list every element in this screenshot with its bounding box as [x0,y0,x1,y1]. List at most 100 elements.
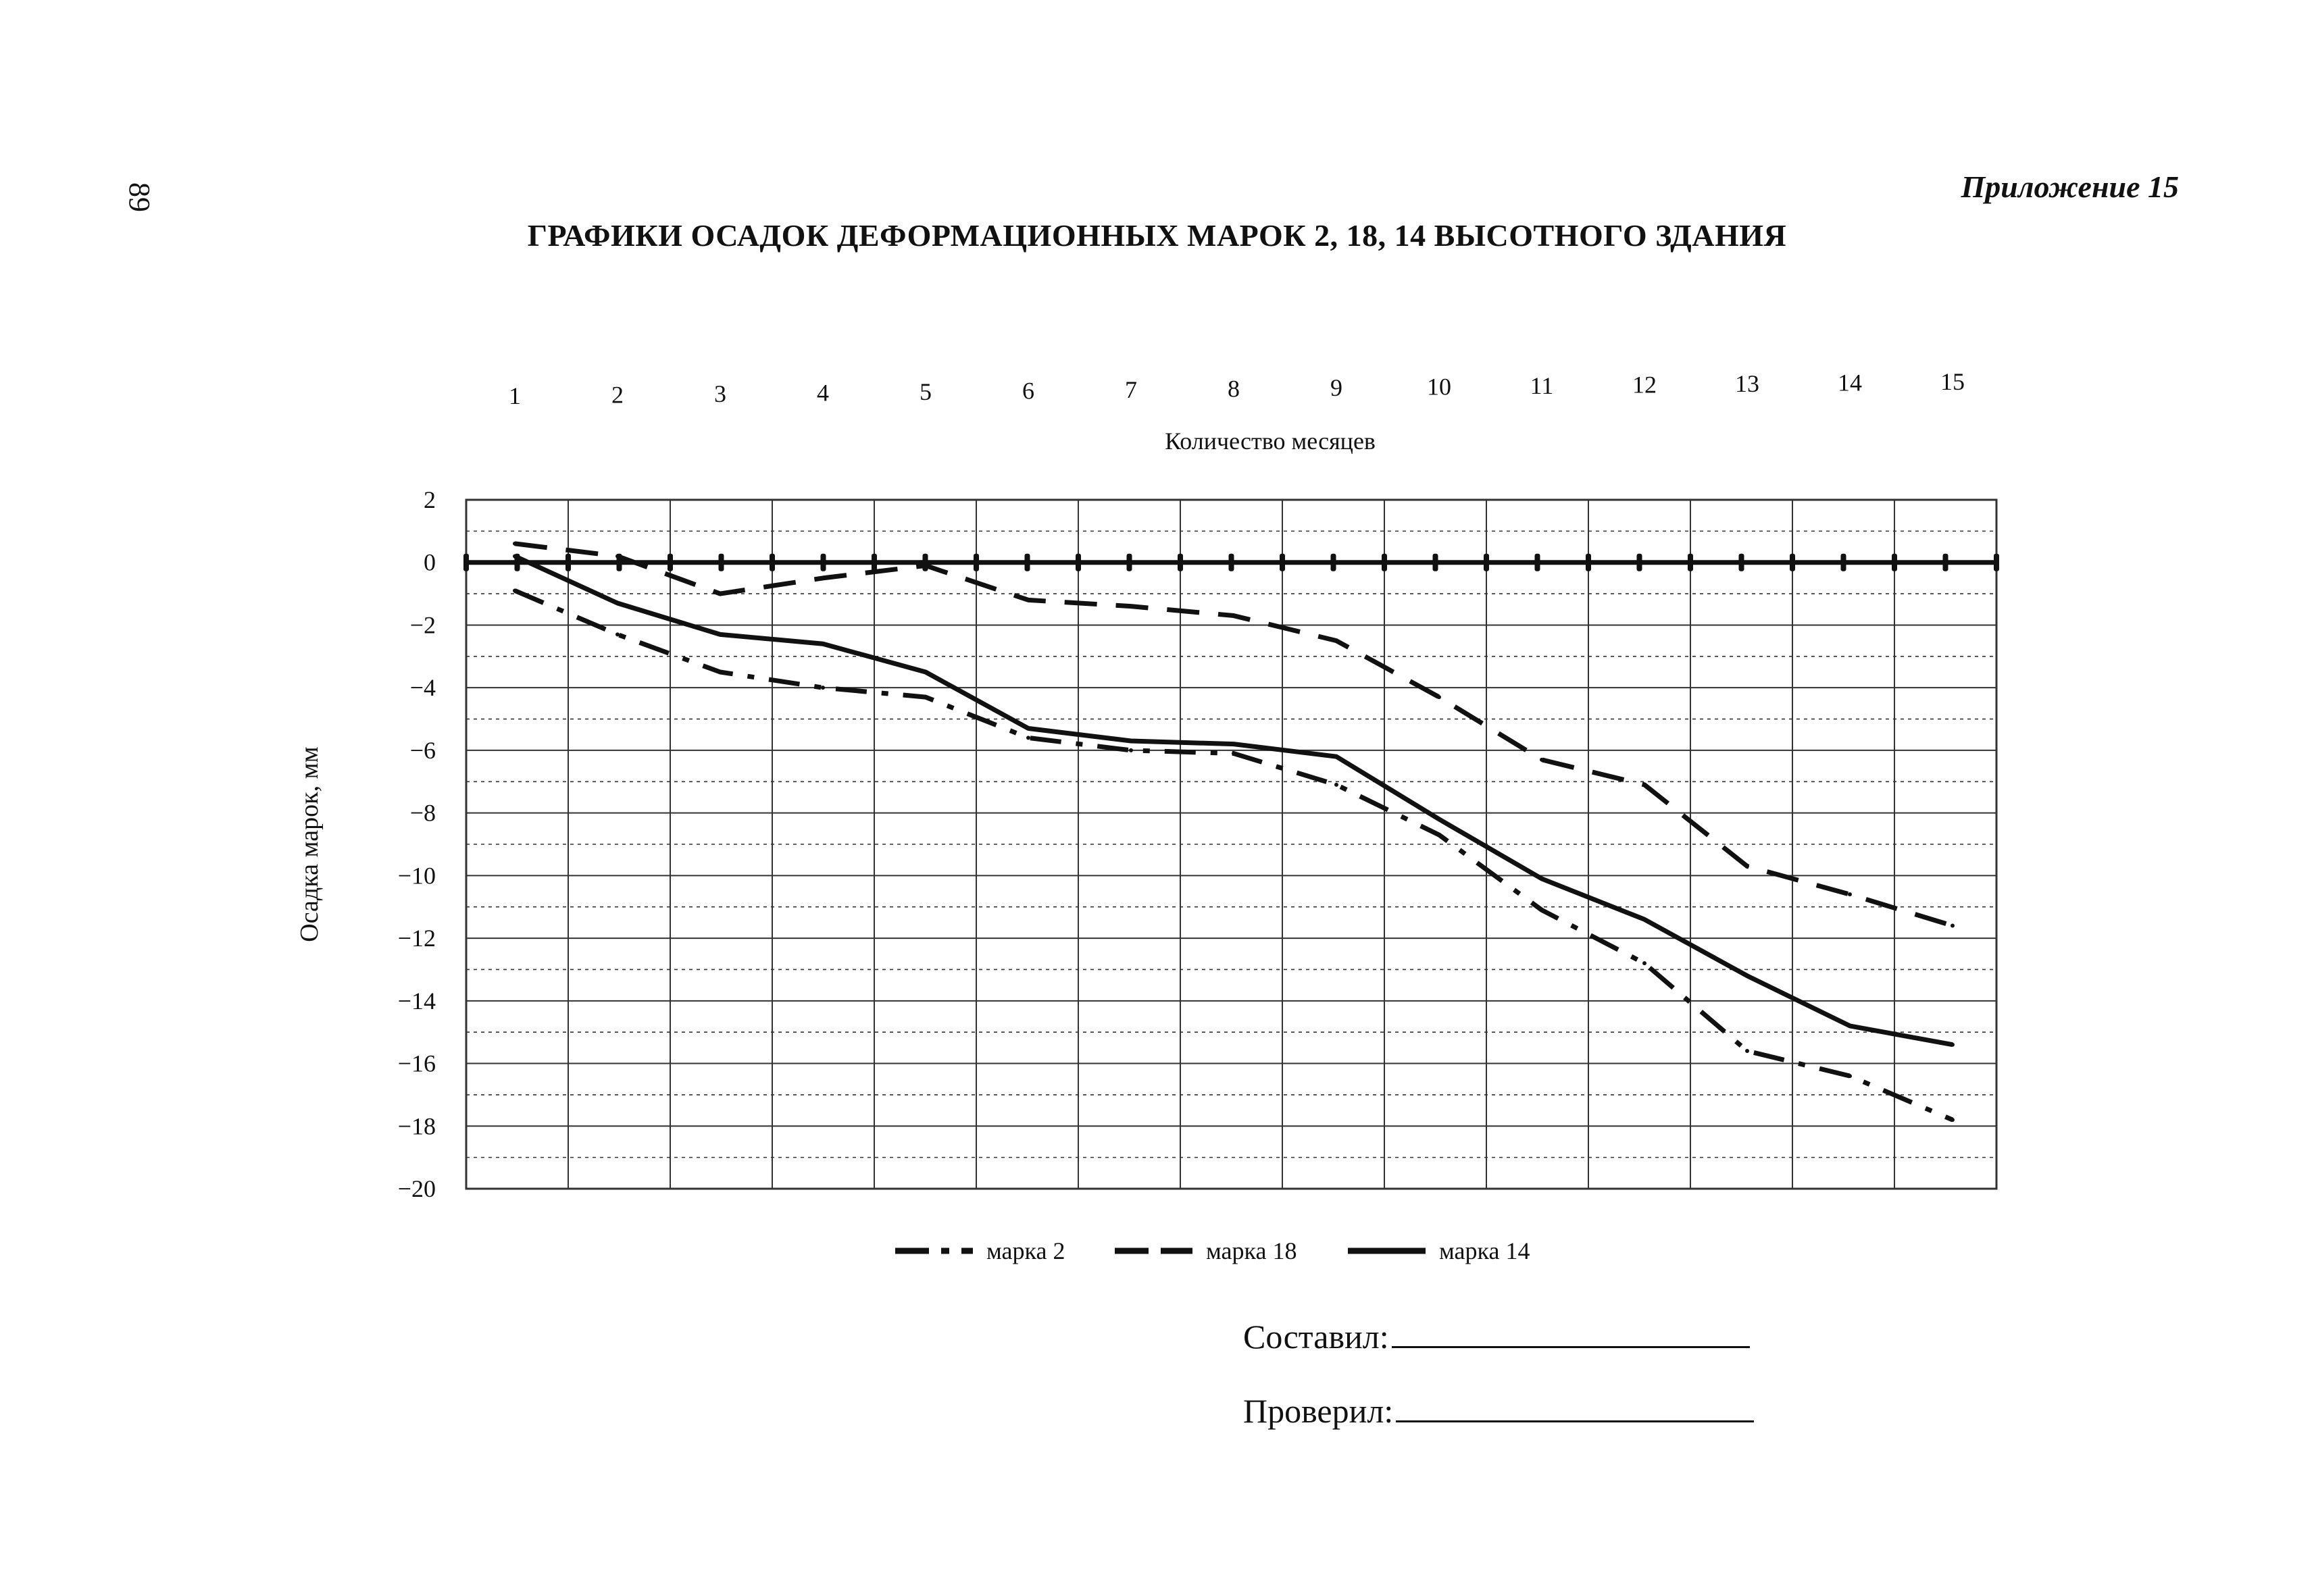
page-title: ГРАФИКИ ОСАДОК ДЕФОРМАЦИОННЫХ МАРОК 2, 1… [527,218,1787,253]
zero-line-marker [1228,553,1234,571]
data-point [924,563,928,568]
zero-line-marker [1484,553,1489,571]
x-tick-label: 3 [714,380,726,407]
data-point [1334,782,1338,787]
zero-line-marker [1330,553,1336,571]
data-point [1334,638,1338,643]
x-tick-label: 1 [509,382,521,409]
data-point [1232,613,1236,618]
x-tick-label: 12 [1632,371,1657,398]
zero-line-marker [1892,553,1897,571]
checked-signature-line[interactable] [1396,1393,1755,1422]
y-tick-label: −10 [398,862,436,889]
data-point [1642,917,1646,922]
y-tick-label: −6 [410,737,436,764]
data-point [615,632,620,637]
y-tick-label: −16 [398,1050,436,1077]
data-point [1951,923,1955,928]
chart-grid [465,498,1998,1190]
x-tick-label: 10 [1427,374,1451,401]
signature-compiled: Составил: [1243,1317,1750,1356]
zero-line-marker [922,553,928,571]
data-point [821,575,825,580]
zero-line-marker [1126,553,1132,571]
zero-line-marker [1840,553,1846,571]
x-axis-label: Количество месяцев [1165,428,1376,455]
data-point [513,588,517,593]
zero-line-marker [770,553,775,571]
compiled-signature-line[interactable] [1391,1319,1750,1348]
data-point [1129,604,1133,609]
data-point [1745,1049,1749,1053]
x-tick-label: 9 [1330,374,1342,401]
data-point [1848,1023,1852,1028]
y-tick-label: −18 [398,1112,436,1139]
data-point [513,554,517,559]
zero-line-marker [820,553,826,571]
x-tick-label: 14 [1838,369,1862,396]
x-tick-label: 2 [611,382,624,409]
data-point [1437,695,1441,700]
zero-line-marker [718,553,724,571]
data-point [718,632,722,637]
zero-line-marker [1534,553,1540,571]
data-point [1745,973,1749,978]
data-point [1540,757,1544,762]
data-point [924,670,928,674]
data-point [1951,1118,1955,1122]
data-point [718,670,722,674]
zero-line-marker [1024,553,1030,571]
x-tick-label: 8 [1228,376,1240,403]
checked-label: Проверил: [1243,1392,1394,1430]
y-tick-label: −4 [410,674,436,701]
data-point [1026,598,1030,602]
zero-line-marker [872,553,877,571]
data-point [513,541,517,546]
data-point [1951,1042,1955,1047]
zero-line-marker [1586,553,1591,571]
x-tick-label: 4 [817,380,829,407]
data-point [1232,751,1236,756]
x-tick-label: 7 [1125,376,1137,403]
data-point [1129,748,1133,752]
data-point [924,695,928,700]
series-layer [513,541,1955,1123]
zero-line-layer [463,553,1999,571]
data-point [1437,833,1441,838]
zero-line-marker [1636,553,1642,571]
data-point [615,554,620,559]
zero-line-marker [668,553,673,571]
legend-label: марка 2 [986,1237,1065,1264]
y-tick-label: −12 [398,925,436,952]
zero-line-marker [1790,553,1795,571]
data-point [1745,864,1749,869]
y-tick-label: 2 [424,486,436,513]
data-point [1848,1074,1852,1079]
appendix-label: Приложение 15 [1961,170,2179,204]
y-tick-label: 0 [424,549,436,576]
signature-checked: Проверил: [1243,1391,1755,1431]
zero-line-marker [565,553,571,571]
data-point [615,601,620,605]
data-point [821,686,825,690]
zero-line-marker [1688,553,1693,571]
data-point [1848,892,1852,897]
zero-line-marker [463,553,469,571]
data-point [1437,817,1441,821]
data-point [1540,908,1544,912]
series-line-2 [514,541,1954,928]
data-point [1026,736,1030,740]
zero-line-marker [1942,553,1948,571]
legend-label: марка 18 [1206,1237,1297,1264]
x-tick-label: 15 [1940,368,1965,395]
y-tick-label: −20 [398,1175,436,1202]
chart-legend: марка 2 марка 18 марка 14 [895,1237,1530,1264]
data-point [1026,726,1030,731]
data-point [1232,742,1236,746]
data-point [1129,739,1133,743]
series-line-3 [513,554,1953,1048]
y-tick-label: −8 [410,800,436,827]
zero-line-marker [1738,553,1744,571]
data-point [1334,754,1338,759]
